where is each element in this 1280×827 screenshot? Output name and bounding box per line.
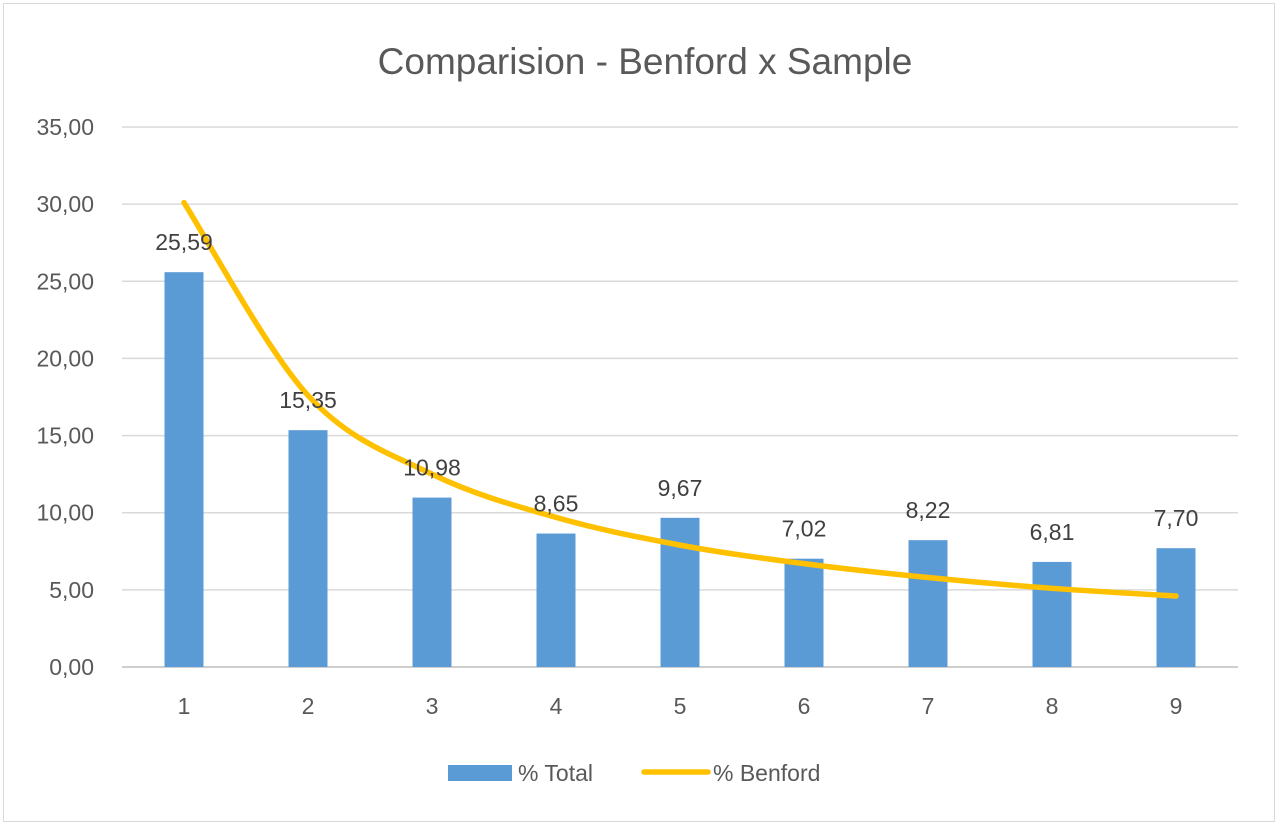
y-tick-label: 25,00 [36,268,94,294]
x-tick-label: 2 [302,693,315,719]
benford-line [181,199,1179,599]
legend: % Total % Benford [448,760,820,786]
bar [164,272,204,667]
legend-label-benford: % Benford [713,760,820,786]
data-label: 8,65 [534,491,579,517]
bar [288,430,328,667]
data-label: 9,67 [658,475,703,501]
y-tick-label: 35,00 [36,114,94,140]
x-tick-label: 1 [178,693,191,719]
y-tick-label: 0,00 [49,654,94,680]
x-tick-label: 7 [922,693,935,719]
y-axis: 0,00 5,00 10,00 15,00 20,00 25,00 30,00 35,00 [36,114,94,680]
x-tick-label: 3 [426,693,439,719]
data-label: 10,98 [403,455,461,481]
bar [784,558,824,667]
data-label: 8,22 [906,497,951,523]
chart-frame [3,3,1275,822]
x-tick-label: 9 [1170,693,1183,719]
y-tick-label: 5,00 [49,577,94,603]
bar [908,540,948,667]
x-axis: 1 2 3 4 5 6 7 8 9 [178,693,1183,719]
y-tick-label: 30,00 [36,191,94,217]
data-label: 7,02 [782,516,827,542]
data-label: 25,59 [155,229,213,255]
x-tick-label: 5 [674,693,687,719]
data-label: 6,81 [1030,519,1075,545]
line-series [181,199,1179,599]
bar [536,533,576,667]
x-tick-label: 6 [798,693,811,719]
y-tick-label: 10,00 [36,500,94,526]
data-label: 7,70 [1154,505,1199,531]
y-tick-label: 15,00 [36,423,94,449]
legend-swatch-total [448,765,512,781]
chart-title: Comparision - Benford x Sample [378,41,913,82]
y-tick-label: 20,00 [36,345,94,371]
bar-series [164,272,1196,667]
bar [1156,548,1196,667]
x-tick-label: 4 [550,693,563,719]
bar [1032,561,1072,667]
x-tick-label: 8 [1046,693,1059,719]
legend-label-total: % Total [518,760,593,786]
bar [412,497,452,667]
data-labels: 25,59 15,35 10,98 8,65 9,67 7,02 8,22 6,81 7,70 [155,229,1198,545]
data-label: 15,35 [279,387,337,413]
